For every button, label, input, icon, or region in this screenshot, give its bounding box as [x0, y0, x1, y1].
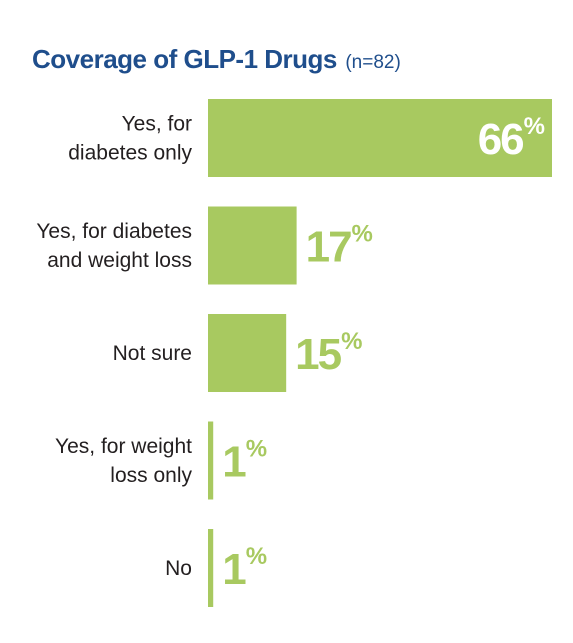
chart-subtitle: (n=82) [345, 52, 401, 73]
chart-title: Coverage of GLP-1 Drugs [32, 44, 337, 74]
category-label: and weight loss [47, 249, 192, 272]
bar [208, 421, 214, 500]
category-label: No [165, 557, 192, 580]
value-unit: % [246, 436, 267, 463]
bar [208, 99, 552, 177]
category-label: Yes, for diabetes [36, 220, 192, 243]
value-unit: % [341, 328, 362, 355]
bar [208, 206, 297, 285]
category-label: loss only [110, 464, 192, 487]
value-unit: % [246, 543, 267, 570]
value-label: 1 [222, 438, 246, 487]
bar [208, 314, 287, 392]
chart-title-block: Coverage of GLP-1 Drugs (n=82) [32, 44, 401, 75]
category-label: Yes, for [122, 113, 192, 136]
category-label: Yes, for weight [55, 435, 192, 458]
value-label: 66 [478, 115, 523, 164]
value-label: 1 [222, 545, 246, 594]
value-unit: % [524, 113, 545, 140]
category-label: diabetes only [68, 142, 192, 165]
bar [208, 529, 214, 607]
category-label: Not sure [113, 342, 192, 365]
value-label: 17 [306, 223, 351, 272]
value-label: 15 [295, 330, 341, 379]
value-unit: % [352, 221, 373, 248]
